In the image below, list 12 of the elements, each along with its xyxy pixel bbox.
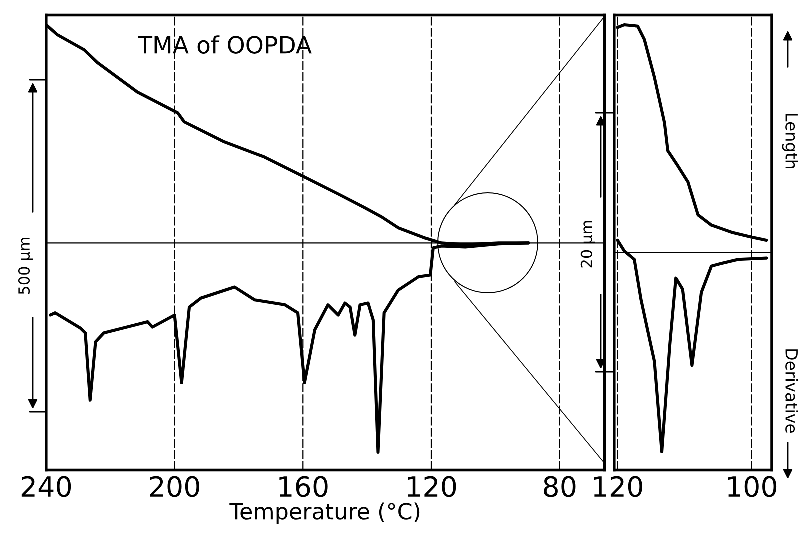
text: Length: [782, 114, 798, 169]
chart-title: TMA of OOPDA: [138, 36, 312, 54]
x-tick-label: 160: [280, 476, 328, 498]
x-tick-label: 200: [150, 476, 200, 498]
x-tick-label: 80: [544, 476, 576, 498]
x-tick-label: 120: [594, 476, 642, 498]
x-tick-label: 240: [22, 476, 72, 498]
x-axis-title: Temperature (°C): [230, 502, 420, 524]
text: 500 µm: [18, 238, 33, 294]
x-tick-label: 100: [728, 476, 777, 498]
text: Derivative: [786, 350, 798, 434]
x-tick-label: 120: [408, 476, 456, 498]
